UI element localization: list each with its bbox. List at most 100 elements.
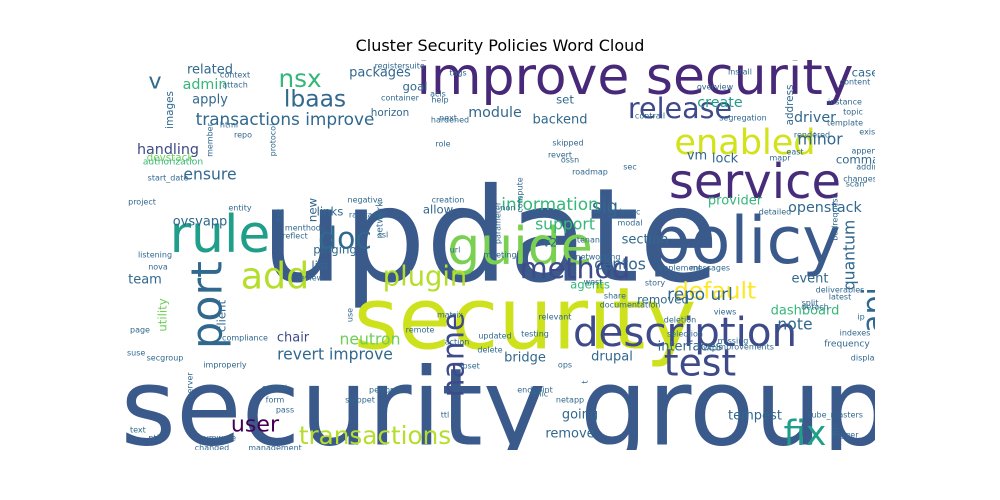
word-parameter: parameter <box>494 201 503 244</box>
word-create: create <box>697 95 743 111</box>
word-note: note <box>777 316 812 334</box>
word-detach: detach <box>801 303 829 312</box>
word-event: event <box>791 272 828 287</box>
word-compute: compute <box>516 177 525 212</box>
word-snippet: snippet <box>345 396 375 405</box>
word-images: images <box>164 91 176 129</box>
word-perform: perform <box>369 386 401 395</box>
word-meeting: meeting <box>483 251 516 260</box>
word-t: t <box>581 380 590 383</box>
word-latest: latest <box>829 293 852 302</box>
word-chair: chair <box>277 331 310 346</box>
word-rule: rule <box>170 205 271 265</box>
word-lock: lock <box>712 152 739 167</box>
word-mapr: mapr <box>769 154 791 163</box>
word-quantum: quantum <box>841 220 859 290</box>
word-nova: nova <box>148 263 168 272</box>
word-page: page <box>130 326 150 335</box>
word-endpoint: endpoint <box>517 386 552 395</box>
word-doc: doc <box>318 222 372 257</box>
word-security-group: security group <box>125 346 875 450</box>
word-content: content <box>840 78 871 87</box>
word-update: update <box>261 160 719 312</box>
word-detailed: detailed <box>759 208 791 217</box>
word-member: member <box>206 122 215 157</box>
word-ipsec: ipsec <box>620 208 641 217</box>
word-case: case <box>852 66 875 80</box>
word-admin: admin <box>183 77 228 93</box>
word-contrail: contrail <box>635 112 665 121</box>
word-segregation: segregation <box>719 114 767 123</box>
word-register: register <box>375 62 407 71</box>
word-html: html <box>220 121 238 130</box>
word-vm: vm <box>687 149 707 164</box>
word-ovsvapp: ovsvapp <box>173 215 228 230</box>
word-revert: revert <box>548 151 572 160</box>
word-secgroup: secgroup <box>147 354 184 363</box>
word-test: test <box>664 341 736 385</box>
word-horizon: horizon <box>371 107 410 119</box>
word-removed: removed <box>637 293 689 307</box>
word-remote: remote <box>406 326 435 335</box>
word-centos: centos <box>594 256 646 274</box>
word-sec: sec <box>623 163 637 172</box>
word-network: network <box>376 201 386 239</box>
word-improperly: improperly <box>203 361 247 370</box>
word-nsx: nsx <box>278 64 321 93</box>
word-ref: ref <box>375 211 386 220</box>
word-topic: topic <box>843 108 863 117</box>
word-compliance: compliance <box>222 334 268 343</box>
word-modal: modal <box>618 219 643 228</box>
word-netapp: netapp <box>556 396 584 405</box>
word-pt1: pt1 <box>148 434 161 443</box>
word-share: share <box>604 292 626 301</box>
word-ossn: ossn <box>561 156 579 165</box>
word-output: output <box>262 384 288 393</box>
word-minor: minor <box>797 131 843 149</box>
word-devstack: devstack <box>147 152 194 164</box>
word-ttl: ttl <box>441 411 450 420</box>
word-updated: updated <box>478 332 511 341</box>
word-allow: allow <box>423 203 454 217</box>
word-selection: selection <box>667 330 703 339</box>
word-transactions: transactions <box>299 421 451 450</box>
word-action: action <box>445 338 470 347</box>
word-ra: ra <box>349 211 357 220</box>
word-team: team <box>128 273 162 288</box>
word-scan: scan <box>846 180 865 189</box>
word-release: release <box>628 91 732 125</box>
word-support: support <box>535 216 595 234</box>
word-vmware: vmware <box>204 434 236 443</box>
word-repo-url: repo url <box>667 284 733 304</box>
word-security: security <box>354 269 697 369</box>
word-port: port <box>183 261 233 349</box>
word-apply: apply <box>192 93 228 108</box>
word-pinging: pinging <box>313 243 357 257</box>
word-service: service <box>669 154 841 210</box>
word-views: views <box>714 308 737 317</box>
word-improve-security: improve security <box>416 60 853 107</box>
word-review: review <box>297 274 324 283</box>
word-goal: goal <box>403 80 428 94</box>
word-lbaas: lbaas <box>284 85 346 113</box>
word-reflect: reflect <box>282 232 308 241</box>
word-tasks: tasks <box>364 211 385 220</box>
word-text: text <box>130 426 146 435</box>
word-suite: suite <box>405 62 425 71</box>
word-overview: overview <box>697 83 734 92</box>
word-enabled: enabled <box>674 122 815 163</box>
word-help: help <box>431 96 448 105</box>
word-ensure: ensure <box>183 166 236 184</box>
word-implement: implement <box>658 264 701 273</box>
word-utility: utility <box>156 298 170 331</box>
word-context: context <box>220 71 250 80</box>
word-next: next <box>439 114 457 123</box>
word-ip: ip <box>857 313 864 322</box>
word-indexes: indexes <box>840 329 871 338</box>
word-plugin: plugin <box>383 262 467 293</box>
word-links: links <box>317 205 344 219</box>
word-vnic: vnic <box>532 390 548 399</box>
word-form: form <box>266 396 285 405</box>
